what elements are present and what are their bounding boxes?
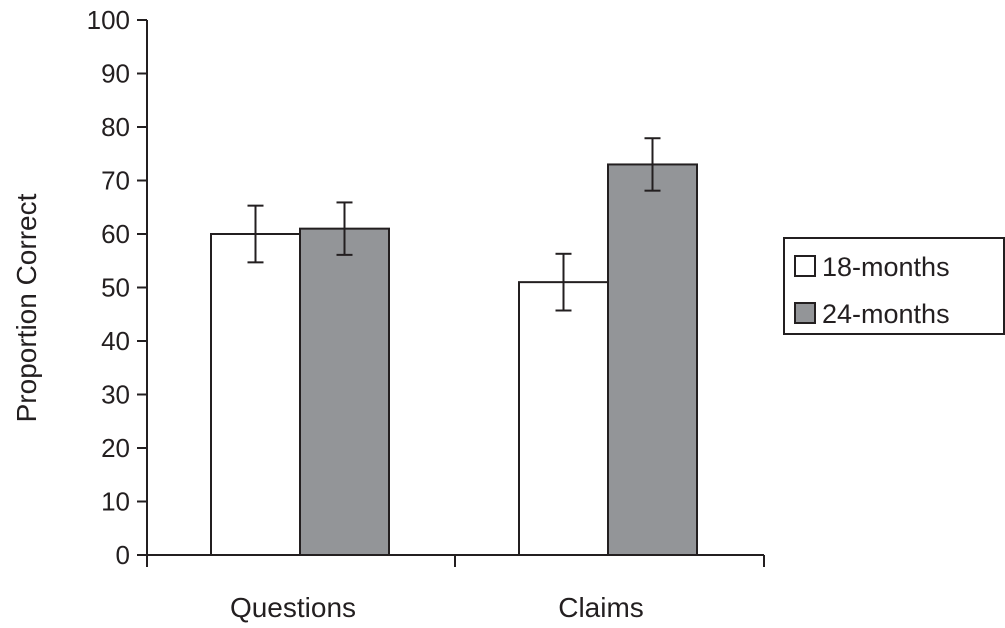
y-tick-label: 50 — [101, 273, 130, 303]
category-label: Claims — [558, 592, 644, 623]
bar-24-months-claims — [607, 163, 698, 556]
y-tick-label: 20 — [101, 433, 130, 463]
bar-18-months-questions — [210, 233, 301, 556]
y-tick-label: 40 — [101, 326, 130, 356]
category-label: Questions — [230, 592, 356, 623]
y-tick-label: 70 — [101, 166, 130, 196]
legend: 18-months 24-months — [783, 237, 1005, 335]
y-axis-title: Proportion Correct — [11, 193, 42, 422]
error-bar — [247, 204, 264, 264]
legend-swatch — [794, 255, 816, 277]
bar-18-months-claims — [518, 281, 609, 556]
y-axis-ticks: 0 10 20 30 40 50 60 70 80 90 100 — [87, 5, 147, 570]
y-tick-label: 80 — [101, 112, 130, 142]
y-tick-label: 10 — [101, 487, 130, 517]
bar-24-months-questions — [299, 227, 390, 556]
error-bar — [336, 201, 353, 256]
error-bar — [644, 137, 661, 192]
y-tick-label: 90 — [101, 59, 130, 89]
category-labels: Questions Claims — [230, 592, 644, 623]
y-tick-label: 60 — [101, 219, 130, 249]
legend-swatch — [794, 302, 816, 324]
bars — [210, 137, 698, 556]
axes — [146, 20, 765, 567]
legend-label: 18-months — [822, 252, 950, 282]
y-tick-label: 100 — [87, 5, 130, 35]
legend-box — [783, 237, 1005, 335]
error-bar — [555, 252, 572, 312]
y-tick-label: 30 — [101, 380, 130, 410]
legend-label: 24-months — [822, 299, 950, 329]
y-tick-label: 0 — [116, 540, 130, 570]
